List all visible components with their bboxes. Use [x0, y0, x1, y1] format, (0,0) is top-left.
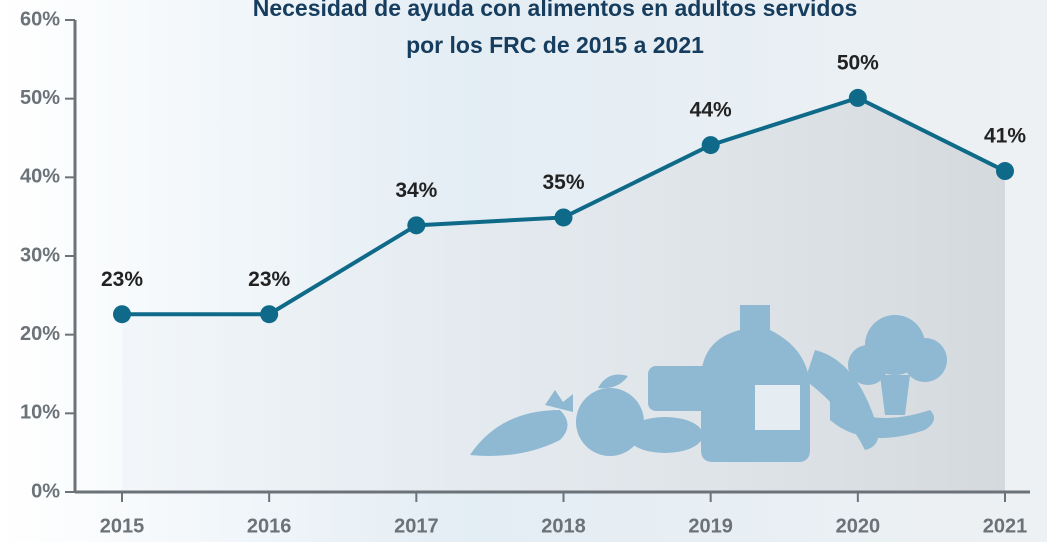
- x-tick-label: 2017: [394, 515, 439, 537]
- y-tick-label: 30%: [20, 244, 60, 266]
- point: [260, 305, 279, 324]
- point: [554, 208, 573, 227]
- data-label: 35%: [542, 171, 584, 194]
- x-tick-label: 2016: [247, 515, 292, 537]
- point: [701, 136, 720, 155]
- chart-title: Necesidad de ayuda con alimentos en adul…: [253, 0, 858, 21]
- point: [848, 88, 867, 107]
- x-tick-label: 2018: [541, 515, 586, 537]
- x-tick-label: 2019: [688, 515, 733, 537]
- y-tick-label: 50%: [20, 87, 60, 109]
- data-label: 23%: [101, 268, 143, 291]
- y-tick-label: 20%: [20, 323, 60, 345]
- data-label: 23%: [248, 268, 290, 291]
- point: [996, 162, 1014, 181]
- y-tick-label: 0%: [31, 480, 60, 502]
- data-label: 50%: [837, 51, 879, 74]
- y-tick-label: 10%: [20, 402, 60, 424]
- data-label: 34%: [395, 179, 437, 202]
- y-tick-label: 40%: [20, 166, 60, 188]
- y-tick-label: 60%: [20, 8, 60, 30]
- food-illustration: [470, 305, 947, 462]
- x-tick-label: 2020: [836, 515, 881, 537]
- data-label: 44%: [690, 99, 732, 122]
- x-tick-label: 2021: [983, 515, 1028, 537]
- chart-title: por los FRC de 2015 a 2021: [406, 32, 704, 58]
- point: [113, 305, 131, 324]
- x-tick-label: 2015: [100, 515, 145, 537]
- data-label: 41%: [984, 125, 1026, 148]
- point: [407, 216, 426, 235]
